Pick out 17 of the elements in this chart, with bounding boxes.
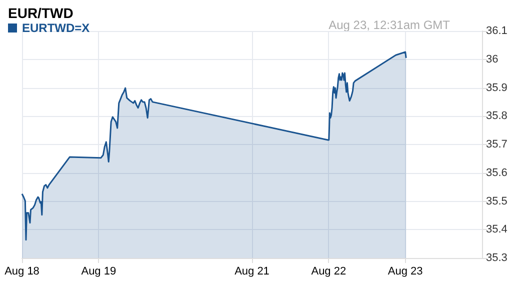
y-tick-label: 35.6 xyxy=(486,166,508,179)
chart-title: EUR/TWD xyxy=(8,5,74,21)
x-tick-label: Aug 19 xyxy=(81,266,116,278)
y-tick-label: 36.1 xyxy=(486,25,508,37)
y-tick-label: 35.9 xyxy=(486,82,508,94)
x-tick-label: Aug 22 xyxy=(311,266,346,278)
annotation: Aug 23, 12:31am GMT xyxy=(328,18,451,32)
x-tick-label: Aug 21 xyxy=(234,266,270,278)
x-tick-label: Aug 23 xyxy=(388,266,423,278)
y-tick-label: 36 xyxy=(486,53,498,66)
y-tick-label: 35.4 xyxy=(486,224,508,236)
y-tick-label: 35.3 xyxy=(486,252,508,264)
y-tick-label: 35.5 xyxy=(486,195,508,208)
legend-label: EURTWD=X xyxy=(22,21,90,35)
y-tick-label: 35.8 xyxy=(486,110,508,122)
x-tick-label: Aug 18 xyxy=(4,266,40,278)
y-tick-label: 35.7 xyxy=(486,138,508,150)
